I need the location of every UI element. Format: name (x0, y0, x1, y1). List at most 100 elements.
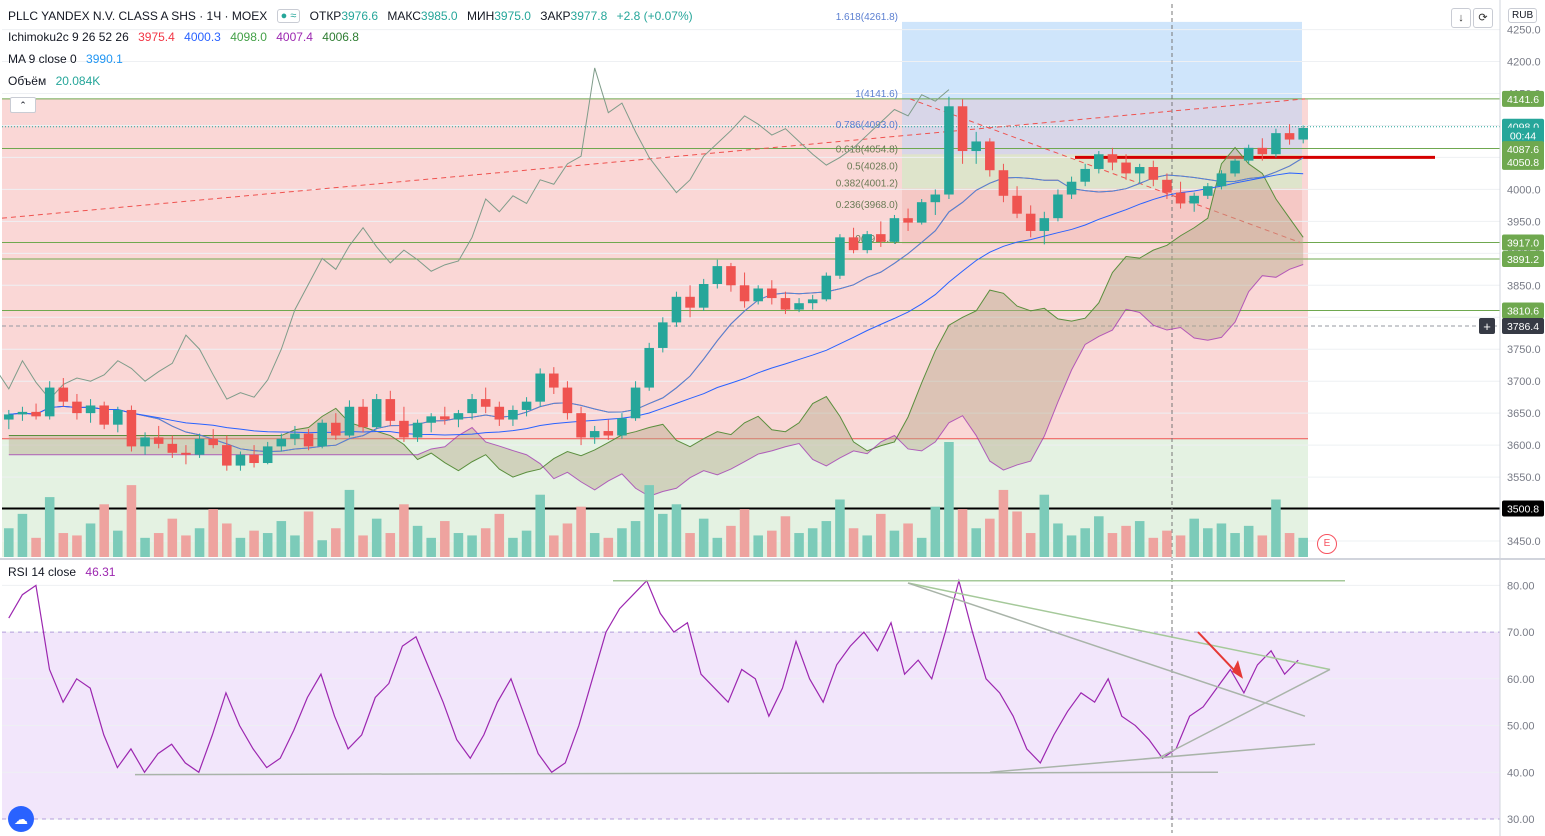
volume-bar (930, 506, 941, 557)
candle-body (576, 413, 586, 438)
volume-name: Объём (8, 74, 47, 88)
candle-body (276, 438, 287, 447)
candle-body (521, 401, 532, 410)
candle-body (440, 416, 450, 420)
candle-body (1230, 160, 1240, 174)
rsi-value: 46.31 (85, 565, 116, 579)
currency-badge[interactable]: RUB (1508, 8, 1538, 23)
candle-body (589, 431, 600, 438)
candle-body (1189, 195, 1199, 204)
candle-body (412, 422, 423, 438)
tradingview-logo-icon[interactable]: ☁ (8, 806, 34, 832)
fib-label: 0.786(4093.0) (836, 120, 898, 131)
candle-body (876, 234, 886, 242)
volume-bar (848, 528, 859, 557)
volume-bar (944, 442, 954, 557)
volume-bar (794, 533, 804, 557)
volume-bar (985, 518, 995, 557)
compare-pill[interactable]: ● ≈ (276, 9, 301, 23)
volume-bar (671, 504, 682, 557)
candle-body (671, 296, 682, 323)
volume-bar (99, 504, 109, 557)
candle-body (1025, 213, 1036, 231)
candle-body (603, 431, 614, 436)
ichimoku-legend[interactable]: Ichimoku2c 9 26 52 26 3975.4 4000.3 4098… (8, 30, 365, 44)
volume-bar (208, 509, 218, 557)
volume-bar (1203, 528, 1213, 557)
volume-bar (235, 537, 246, 557)
low-label: МИН (466, 9, 495, 23)
candle-body (767, 288, 777, 299)
price-badge-label: 3891.2 (1507, 254, 1539, 266)
candle-body (208, 438, 218, 446)
price-badge-label: 3810.6 (1507, 305, 1539, 317)
price-tick-label: 3450.0 (1507, 536, 1541, 548)
volume-bar (1284, 533, 1295, 557)
volume-bar (44, 497, 55, 557)
volume-bar (876, 513, 886, 557)
ichimoku-spanA-value: 4007.4 (276, 30, 313, 44)
volume-bar (617, 528, 627, 557)
price-badge-label: 4087.6 (1507, 144, 1539, 156)
volume-bar (644, 485, 654, 557)
volume-bar (85, 523, 96, 557)
earnings-marker-icon[interactable]: E (1317, 534, 1337, 554)
rsi-tick-label: 60.00 (1507, 674, 1535, 686)
ichimoku-lagging-span (0, 67, 950, 400)
volume-bar (194, 528, 205, 557)
candle-body (1121, 162, 1131, 174)
candle-body (1162, 179, 1172, 193)
candle-body (317, 422, 327, 447)
volume-bar (1094, 516, 1104, 557)
ma-value: 3990.1 (86, 52, 123, 66)
volume-bar (181, 535, 191, 557)
price-badge-label: 3500.8 (1507, 504, 1539, 516)
volume-bar (1271, 499, 1281, 557)
candle-body (998, 170, 1009, 196)
volume-bar (1162, 530, 1172, 557)
volume-legend[interactable]: Объём 20.084K (8, 74, 106, 88)
price-badge-label: 3786.4 (1507, 321, 1539, 333)
price-badge-label: 4141.6 (1507, 94, 1539, 106)
price-tick-label: 4250.0 (1507, 25, 1541, 37)
candle-body (658, 322, 668, 348)
price-tick-label: 3650.0 (1507, 408, 1541, 420)
candle-body (1243, 147, 1254, 161)
reset-icon[interactable]: ⟳ (1473, 8, 1493, 28)
candle-body (1298, 128, 1308, 140)
trend-dashed-line (1, 98, 1306, 219)
candle-body (562, 387, 573, 414)
volume-bar (998, 489, 1009, 557)
fib-label: 0.618(4054.8) (836, 144, 898, 155)
arrow-head-icon (1232, 660, 1243, 679)
rsi-trendline-rising (989, 743, 1316, 774)
volume-bar (589, 533, 600, 557)
symbol-title[interactable]: PLLC YANDEX N.V. CLASS A SHS · 1Ч · MOEX (8, 9, 268, 23)
volume-bar (1134, 521, 1145, 557)
volume-bar (603, 537, 614, 557)
ma-line (8, 157, 1304, 453)
volume-bar (1216, 523, 1227, 557)
rsi-trendline-falling-2 (907, 582, 1306, 717)
volume-bar (371, 518, 382, 557)
volume-bar (17, 513, 28, 557)
rsi-legend[interactable]: RSI 14 close 46.31 (8, 565, 121, 579)
ma-legend[interactable]: MA 9 close 0 3990.1 (8, 52, 129, 66)
high-value: 3985.0 (420, 9, 458, 23)
volume-bar (303, 511, 314, 557)
ichimoku-cloud (8, 147, 1304, 497)
candle-body (780, 298, 791, 310)
collapse-legend-button[interactable]: ⌃ (10, 97, 36, 113)
volume-bar (862, 535, 872, 557)
change-value: +2.8 (+0.07%) (616, 9, 693, 23)
volume-bar (399, 504, 409, 557)
candle-body (262, 446, 273, 464)
ma-name: MA 9 close 0 (8, 52, 77, 66)
ichimoku-conv-value: 3975.4 (138, 30, 175, 44)
volume-bar (1080, 528, 1090, 557)
candle-body (930, 194, 941, 203)
candle-body (453, 413, 464, 420)
scroll-down-button[interactable]: ↓ (1451, 8, 1471, 28)
crosshair-plus-button (1479, 317, 1495, 334)
